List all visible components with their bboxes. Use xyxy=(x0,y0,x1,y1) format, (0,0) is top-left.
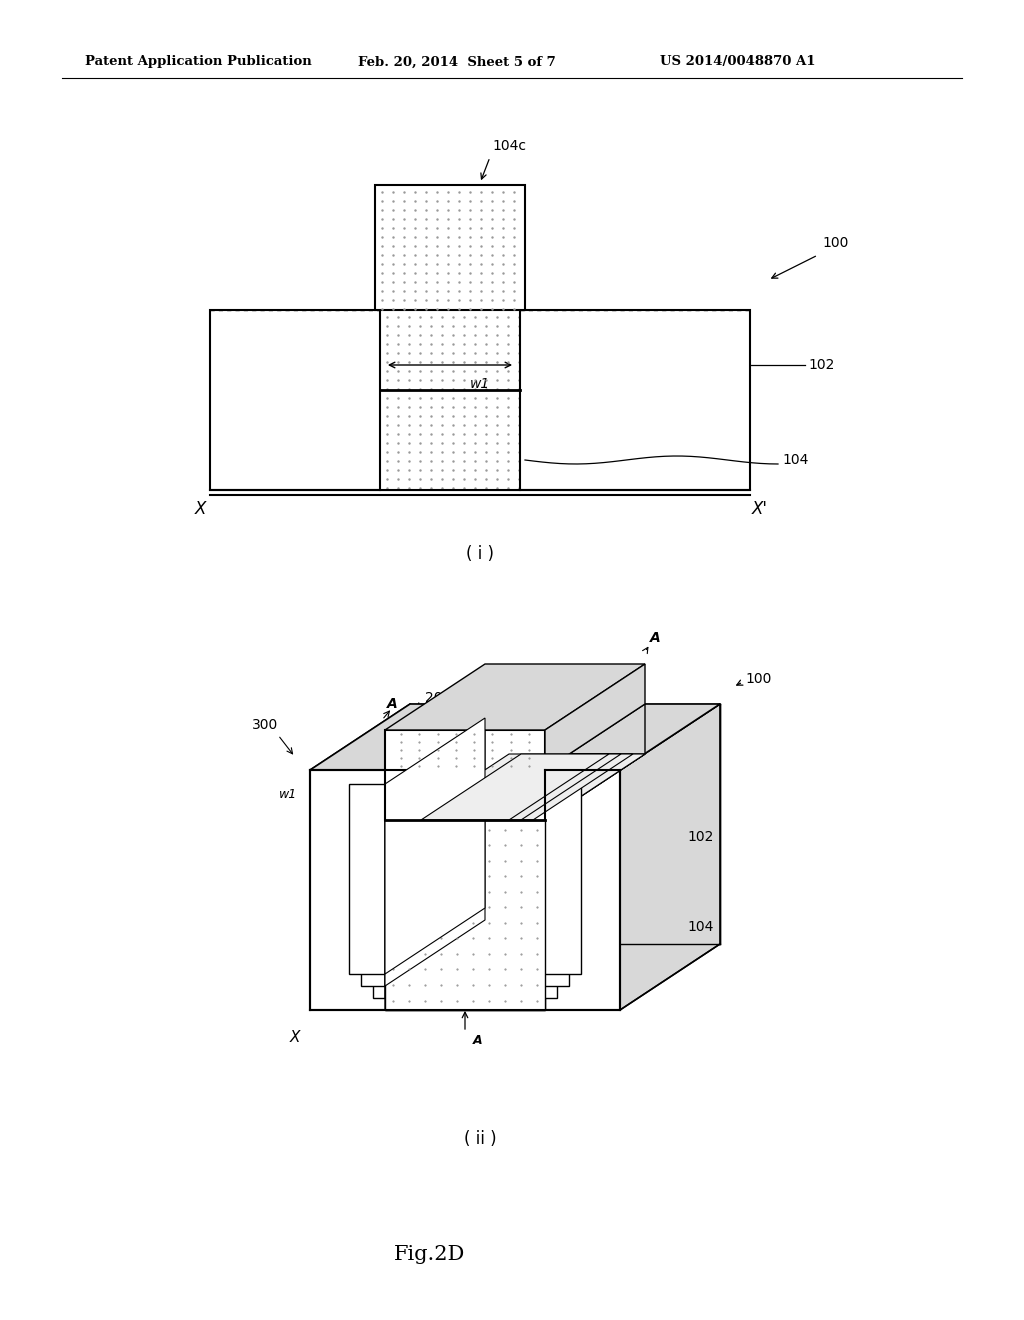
Text: 104c: 104c xyxy=(493,688,527,702)
Text: A: A xyxy=(649,631,660,645)
Text: 200: 200 xyxy=(425,690,452,705)
Polygon shape xyxy=(545,704,720,770)
Text: Fig.2D: Fig.2D xyxy=(394,1245,466,1265)
Text: X: X xyxy=(290,1030,300,1045)
Text: 100: 100 xyxy=(822,236,848,249)
Bar xyxy=(380,310,520,490)
Text: w2: w2 xyxy=(470,260,490,273)
Text: ( ii ): ( ii ) xyxy=(464,1130,497,1148)
Text: A: A xyxy=(473,1034,482,1047)
Text: ( i ): ( i ) xyxy=(466,545,494,564)
Text: 300: 300 xyxy=(252,718,279,733)
Text: w1: w1 xyxy=(279,788,297,801)
Text: X': X' xyxy=(504,842,516,855)
Polygon shape xyxy=(385,730,485,986)
Polygon shape xyxy=(349,784,581,974)
Text: X: X xyxy=(195,500,206,517)
Text: d: d xyxy=(586,714,594,729)
Text: 104: 104 xyxy=(687,920,714,935)
Polygon shape xyxy=(385,730,545,770)
Polygon shape xyxy=(545,704,645,820)
Polygon shape xyxy=(385,754,485,1010)
Polygon shape xyxy=(385,664,645,730)
Polygon shape xyxy=(409,754,621,820)
Text: US 2014/0048870 A1: US 2014/0048870 A1 xyxy=(660,55,815,69)
Polygon shape xyxy=(385,820,545,1010)
Text: Patent Application Publication: Patent Application Publication xyxy=(85,55,311,69)
Text: w1: w1 xyxy=(470,378,490,391)
Polygon shape xyxy=(385,754,645,820)
Polygon shape xyxy=(373,808,557,998)
Text: 100: 100 xyxy=(745,672,771,686)
Text: 104c: 104c xyxy=(492,139,526,153)
Text: T': T' xyxy=(450,777,461,791)
Text: Feb. 20, 2014  Sheet 5 of 7: Feb. 20, 2014 Sheet 5 of 7 xyxy=(358,55,556,69)
Polygon shape xyxy=(361,796,569,986)
Polygon shape xyxy=(310,704,485,770)
Bar xyxy=(210,310,750,490)
Polygon shape xyxy=(620,704,720,1010)
Polygon shape xyxy=(397,754,633,820)
Polygon shape xyxy=(410,704,720,944)
Text: w2: w2 xyxy=(456,722,474,735)
Text: 102: 102 xyxy=(808,358,835,372)
Polygon shape xyxy=(385,718,485,974)
Polygon shape xyxy=(385,754,645,820)
Text: X': X' xyxy=(752,500,768,517)
Text: 102: 102 xyxy=(687,830,714,843)
Polygon shape xyxy=(385,820,545,1010)
Polygon shape xyxy=(385,742,485,998)
Text: 104: 104 xyxy=(782,453,808,467)
Polygon shape xyxy=(545,664,645,770)
Polygon shape xyxy=(310,770,620,1010)
Polygon shape xyxy=(385,704,485,820)
Polygon shape xyxy=(421,754,609,820)
Text: A: A xyxy=(387,697,397,711)
Bar xyxy=(375,185,525,310)
